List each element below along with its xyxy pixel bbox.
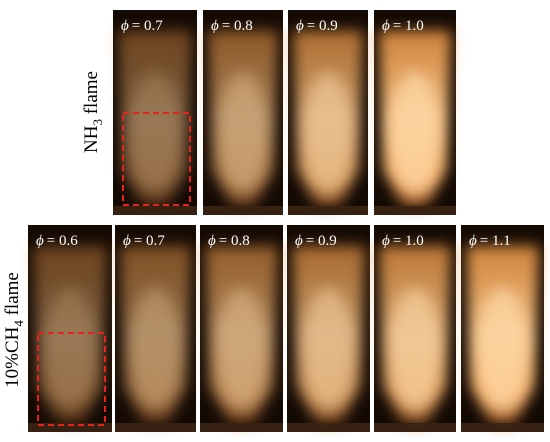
burner <box>374 206 456 215</box>
row-label: 10%CH4 flame <box>2 272 26 388</box>
burner <box>115 423 196 432</box>
highlight-box <box>122 112 191 206</box>
phi-label: ϕ = 0.8 <box>211 18 253 34</box>
flame-core <box>390 287 440 412</box>
burner <box>203 206 283 215</box>
phi-value: = 0.8 <box>222 18 253 34</box>
flame-core <box>390 71 440 195</box>
panels: ϕ = 0.7 ϕ = 0.8 ϕ = 0.9 ϕ = 1.0ϕ = 0.6 ϕ = 0.7 ϕ = 0… <box>28 10 544 432</box>
flame-core <box>477 287 528 412</box>
burner <box>28 423 112 432</box>
highlight-box <box>37 332 106 426</box>
row-label-tail: flame <box>2 272 23 320</box>
phi-label: ϕ = 1.0 <box>382 233 424 249</box>
phi-value: = 1.0 <box>393 233 424 249</box>
flame-core <box>129 71 181 195</box>
phi-symbol: ϕ <box>121 18 129 34</box>
phi-label: ϕ = 0.9 <box>296 18 338 34</box>
phi-symbol: ϕ <box>295 233 303 249</box>
phi-symbol: ϕ <box>296 18 304 34</box>
phi-value: = 0.7 <box>132 18 163 34</box>
phi-value: = 1.0 <box>393 18 424 34</box>
phi-value: = 0.9 <box>306 233 337 249</box>
burner <box>113 206 197 215</box>
row-label-tail: flame <box>81 71 102 119</box>
phi-symbol: ϕ <box>36 233 44 249</box>
phi-value: = 0.7 <box>134 233 165 249</box>
burner <box>288 206 368 215</box>
phi-symbol: ϕ <box>123 233 131 249</box>
phi-symbol: ϕ <box>382 233 390 249</box>
phi-value: = 0.6 <box>47 233 78 249</box>
phi-value: = 1.1 <box>480 233 511 249</box>
phi-value: = 0.9 <box>307 18 338 34</box>
burner <box>374 423 456 432</box>
row-label-sub: 4 <box>11 320 26 327</box>
burner <box>287 423 370 432</box>
phi-label: ϕ = 1.0 <box>382 18 424 34</box>
phi-label: ϕ = 0.7 <box>121 18 163 34</box>
flame-core <box>219 71 267 195</box>
phi-label: ϕ = 0.6 <box>36 233 78 249</box>
flame-core <box>304 71 352 195</box>
row-label: NH3 flame <box>81 71 105 153</box>
burner <box>461 423 544 432</box>
row-label-main: 10%CH <box>2 326 23 388</box>
phi-label: ϕ = 0.7 <box>123 233 165 249</box>
row-label-main: NH <box>81 125 102 153</box>
phi-value: = 0.8 <box>219 233 250 249</box>
phi-label: ϕ = 0.9 <box>295 233 337 249</box>
row-label-sub: 3 <box>90 119 105 126</box>
flame-core <box>216 287 267 412</box>
phi-symbol: ϕ <box>208 233 216 249</box>
phi-label: ϕ = 0.8 <box>208 233 250 249</box>
burner <box>200 423 283 432</box>
phi-symbol: ϕ <box>211 18 219 34</box>
flame-core <box>303 287 354 412</box>
phi-symbol: ϕ <box>382 18 390 34</box>
flame-core <box>44 287 96 412</box>
flame-core <box>131 287 180 412</box>
phi-symbol: ϕ <box>469 233 477 249</box>
phi-label: ϕ = 1.1 <box>469 233 511 249</box>
